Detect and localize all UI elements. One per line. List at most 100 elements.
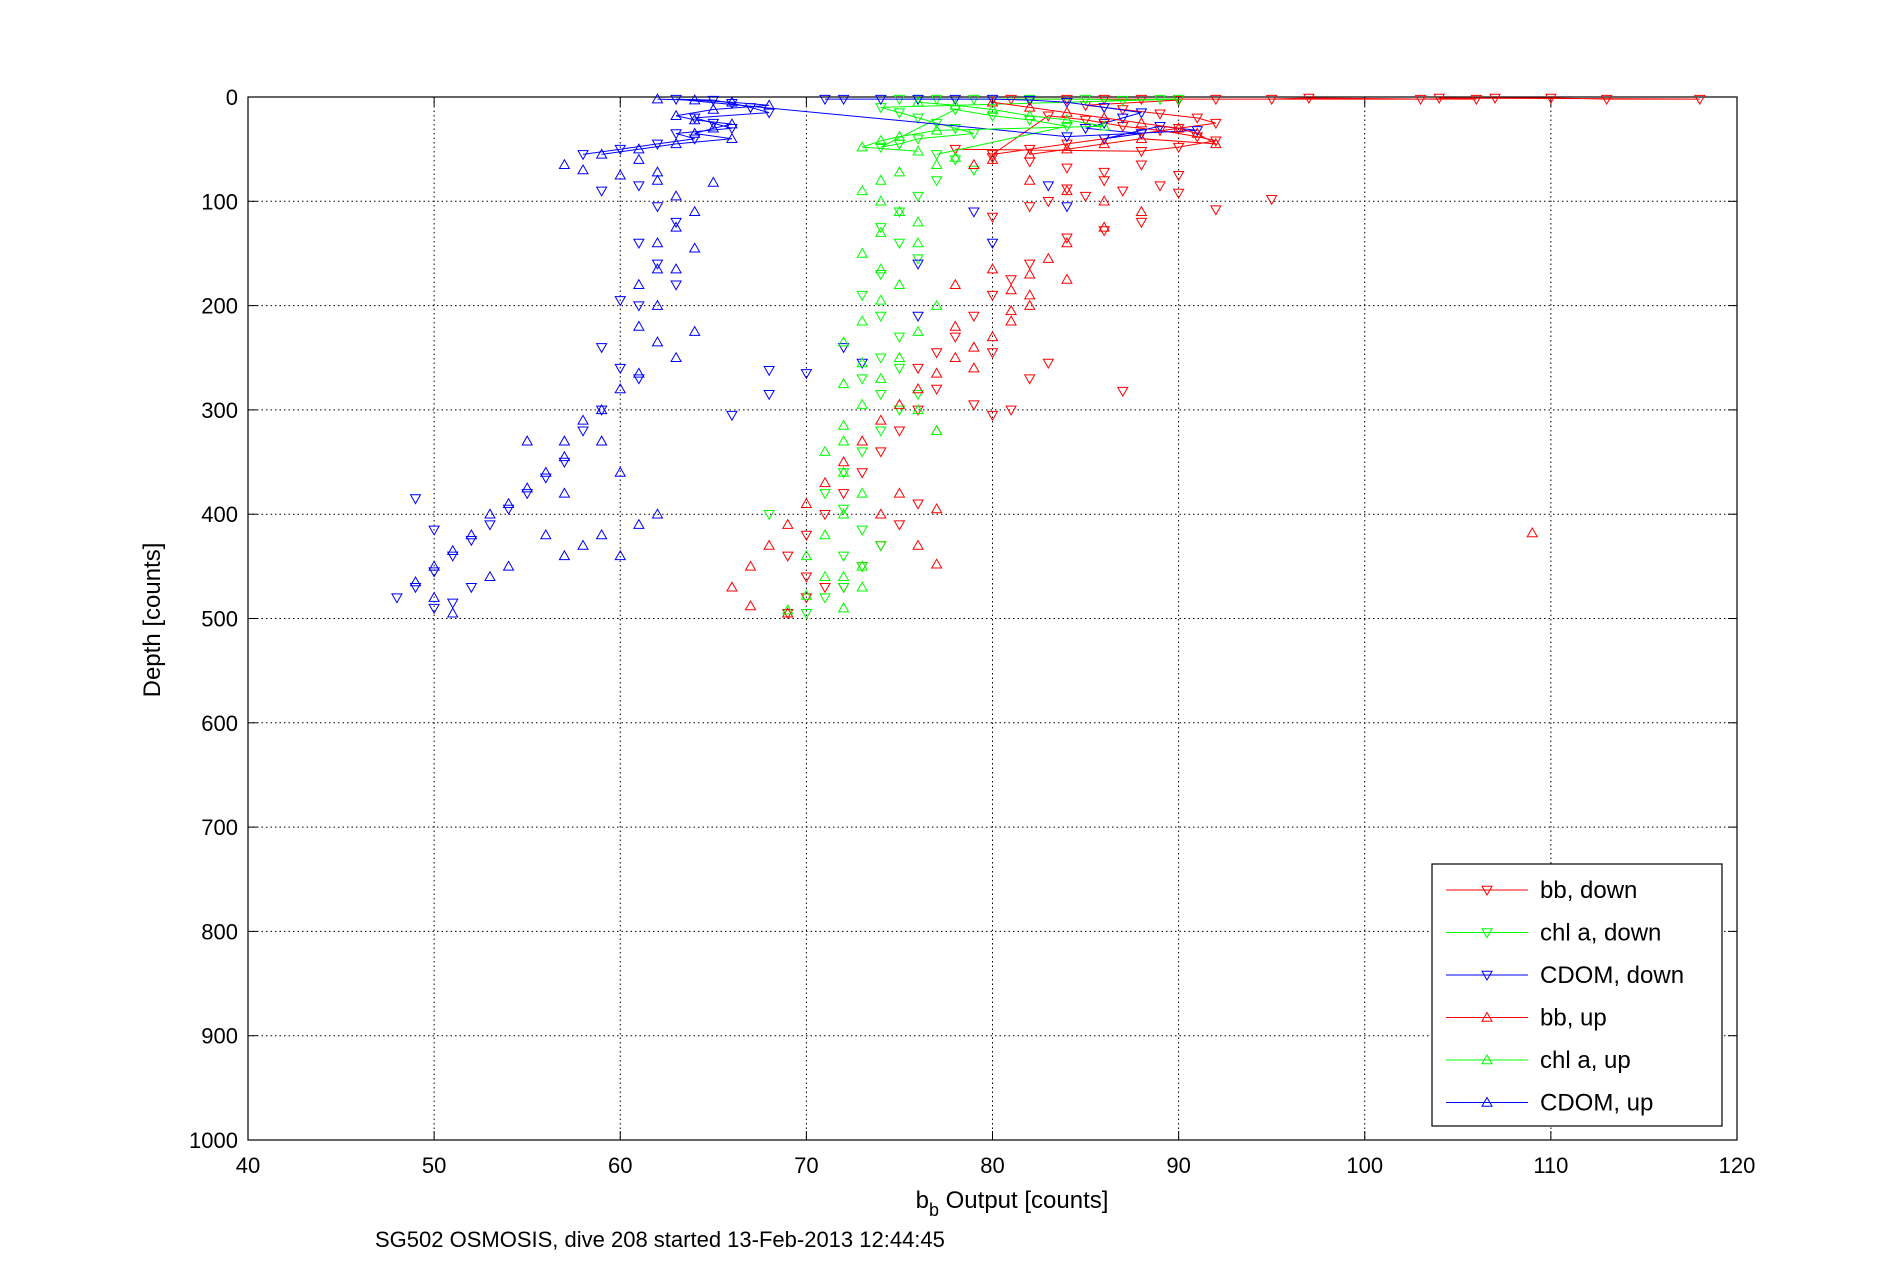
data-point [1191,126,1204,137]
data-point [707,103,720,114]
x-tick-label: 80 [980,1153,1004,1178]
data-point [837,468,850,479]
data-point [1098,167,1111,179]
legend-item: chl a, down [1446,920,1661,947]
data-point [930,424,943,436]
data-point [819,582,831,594]
legend-item: bb, up [1446,1005,1607,1032]
data-point [800,549,813,561]
data-point [1079,124,1092,135]
data-point [726,410,738,422]
legend-item: CDOM, down [1446,962,1684,989]
data-point [1061,237,1073,248]
data-point [1061,163,1073,174]
data-point [781,518,794,529]
data-point [1098,134,1111,145]
data-point [893,94,906,106]
data-point [1135,108,1148,119]
series-line [601,98,770,155]
data-point [1061,184,1073,196]
data-point [651,259,664,270]
data-point [1414,94,1427,106]
data-point [1079,94,1092,106]
data-point [930,348,943,359]
data-point [986,153,999,164]
data-point [670,137,682,149]
data-point [1079,115,1092,126]
data-point [1209,205,1222,216]
data-point [949,278,962,289]
data-point [930,502,943,514]
data-point [1135,217,1148,229]
legend-label: CDOM, up [1540,1090,1653,1117]
legend-label: bb, up [1540,1005,1607,1032]
x-axis-label: bb Output [counts] [916,1187,1109,1220]
data-point [726,132,738,143]
data-point [1303,93,1315,105]
data-point [781,607,794,618]
data-point [1023,144,1036,156]
data-point [912,113,924,124]
data-point [651,174,664,185]
series-chl-a-up [781,96,1111,615]
data-point [1433,93,1446,105]
data-point [428,525,440,536]
data-point [409,575,422,587]
data-point [670,217,682,229]
data-point [577,426,589,437]
data-point [763,99,776,110]
data-point [465,529,478,540]
data-point [633,143,645,154]
data-point [502,497,515,509]
data-point [1098,221,1111,232]
data-point [874,508,887,519]
data-point [633,181,645,192]
y-tick-label: 700 [201,815,238,840]
data-point [837,377,850,389]
data-point [521,489,534,500]
y-tick-label: 1000 [189,1128,238,1153]
legend-label: bb, down [1540,877,1637,904]
data-point [577,164,589,175]
data-point [837,456,850,467]
data-point [1172,94,1185,106]
data-point [633,320,645,331]
data-point [1172,142,1185,154]
data-point [688,242,701,253]
data-point [1209,136,1222,147]
data-point [1116,95,1129,107]
data-point [874,263,887,274]
data-point [856,398,869,409]
data-point [1098,195,1111,206]
data-point [595,403,608,415]
data-point [856,525,869,536]
data-point [912,259,924,270]
data-point [874,174,887,185]
data-point [595,343,608,354]
data-point [893,130,906,141]
data-point [1061,113,1073,125]
series-bb-down [781,93,1706,620]
data-point [837,508,850,519]
data-point [391,593,403,604]
data-point [633,301,645,312]
legend-item: CDOM, up [1446,1090,1653,1117]
y-tick-label: 600 [201,711,238,736]
data-point [930,176,943,187]
legend-marker [1481,1011,1493,1022]
data-point [577,414,589,425]
data-point [1600,94,1613,106]
data-point [1098,176,1111,187]
data-point [614,144,627,156]
data-point [614,549,627,561]
data-point [874,223,887,234]
data-point [670,351,682,362]
data-point [856,468,869,479]
data-point [502,504,515,515]
data-point [1209,118,1222,130]
data-point [1061,139,1073,150]
data-point [1154,94,1166,106]
data-point [912,216,924,227]
data-point [1693,94,1706,106]
data-point [688,205,701,216]
